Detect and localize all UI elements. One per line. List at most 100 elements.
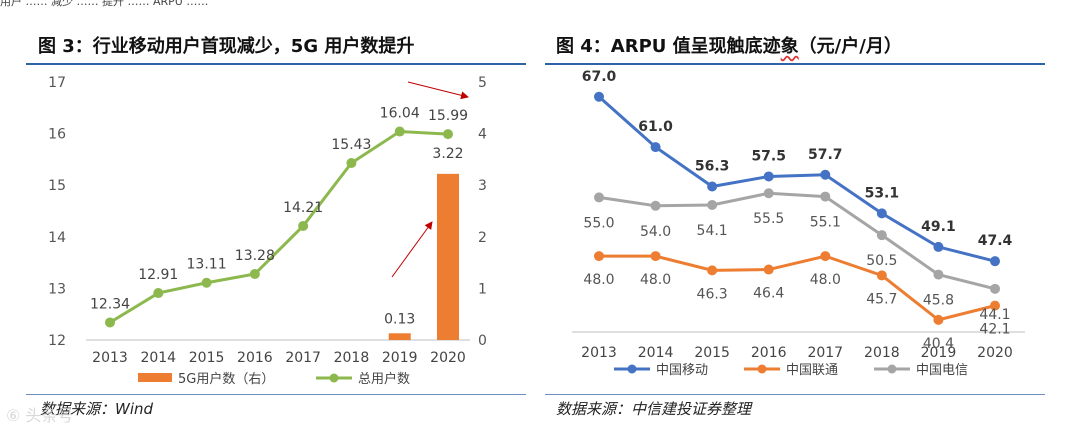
line-point-中国电信: [876, 230, 887, 241]
right-x-tick-label: 2014: [638, 345, 674, 361]
line-data-label: 45.7: [866, 291, 897, 307]
right-source: 数据来源：中信建投证券整理: [556, 400, 752, 418]
left-x-tick-label: 2020: [430, 350, 466, 366]
line-point-中国电信: [707, 199, 718, 210]
line-data-label: 14.21: [283, 200, 323, 216]
left-x-tick-label: 2015: [189, 350, 225, 366]
right-y-tick-label: 4: [478, 127, 487, 143]
line-data-label: 42.1: [979, 322, 1010, 338]
legend-swatch-5g: [138, 373, 172, 382]
line-data-label: 48.0: [640, 272, 671, 288]
right-y-tick-label: 2: [478, 230, 487, 246]
line-point-中国联通: [876, 270, 887, 281]
watermark: ⑥ 头条号: [6, 406, 74, 425]
line-data-label: 61.0: [638, 119, 673, 135]
line-data-label: 47.4: [978, 233, 1013, 249]
line-data-label: 48.0: [583, 272, 614, 288]
right-title-unit: （元/户/月）: [798, 36, 902, 57]
left-x-tick-label: 2018: [334, 350, 370, 366]
right-x-tick-label: 2015: [694, 345, 730, 361]
line-point-中国移动: [707, 181, 718, 192]
line-data-label: 44.1: [979, 307, 1010, 323]
line-data-label: 45.8: [923, 293, 954, 309]
line-point-中国移动: [763, 171, 774, 182]
line-point-total-users: [249, 268, 260, 279]
line-point-中国移动: [990, 256, 1000, 267]
line-data-label: 48.0: [810, 272, 841, 288]
line-point-中国联通: [763, 264, 774, 275]
legend-marker-中国移动: [627, 364, 637, 374]
legend-label-5g: 5G用户数（右）: [178, 371, 274, 387]
line-data-label: 54.0: [640, 224, 671, 240]
line-data-label: 50.5: [866, 253, 897, 269]
line-data-label: 12.91: [138, 267, 178, 283]
right-y-tick-label: 3: [478, 178, 487, 194]
line-point-中国移动: [876, 208, 887, 219]
annotation-arrow: [391, 221, 433, 278]
right-x-tick-label: 2016: [751, 345, 787, 361]
left-y-tick-label: 17: [48, 75, 66, 91]
line-point-中国移动: [933, 241, 944, 252]
line-中国移动: [598, 95, 996, 263]
right-x-tick-label: 2018: [864, 345, 900, 361]
right-title-wavy: 象: [780, 36, 799, 57]
line-中国联通: [599, 254, 996, 322]
line-data-label: 55.1: [810, 215, 841, 231]
legend-label-中国移动: 中国移动: [656, 363, 708, 378]
left-title-rule: [26, 63, 526, 65]
left-y-tick-label: 14: [48, 230, 66, 246]
line-data-label: 55.5: [753, 211, 784, 227]
line-point-中国联通: [933, 314, 944, 325]
line-data-label: 13.11: [187, 257, 227, 273]
right-y-tick-label: 5: [478, 75, 487, 91]
legend-label-中国电信: 中国电信: [916, 363, 968, 378]
line-point-total-users: [443, 129, 453, 140]
right-x-tick-label: 2019: [921, 345, 957, 361]
line-point-total-users: [394, 126, 405, 137]
line-point-中国联通: [650, 251, 661, 262]
left-x-tick-label: 2013: [92, 350, 128, 366]
right-title-rule: [545, 63, 1045, 65]
legend-marker-total: [329, 373, 339, 383]
line-point-中国联通: [594, 251, 604, 262]
left-y-tick-label: 13: [48, 281, 66, 297]
line-data-label: 13.28: [235, 248, 275, 264]
line-point-中国电信: [763, 188, 774, 199]
line-data-label: 56.3: [695, 159, 730, 175]
left-source: 数据来源：Wind: [40, 400, 154, 418]
legend-label-中国联通: 中国联通: [786, 363, 838, 378]
legend-marker-中国电信: [887, 364, 897, 374]
line-data-label: 12.34: [90, 296, 130, 312]
line-data-label: 15.99: [428, 108, 468, 124]
bar-data-label: 0.13: [384, 311, 415, 327]
line-point-total-users: [201, 277, 212, 288]
annotation-arrow: [407, 81, 469, 100]
left-x-tick-label: 2014: [140, 350, 176, 366]
line-point-中国联通: [990, 300, 1000, 311]
right-y-tick-label: 1: [478, 281, 487, 297]
bar-5g-users: [437, 173, 459, 340]
line-point-中国联通: [707, 265, 718, 276]
right-y-tick-label: 0: [478, 333, 487, 349]
line-data-label: 46.4: [753, 286, 784, 302]
left-bottom-rule: [26, 394, 526, 395]
line-point-中国移动: [650, 142, 661, 153]
line-data-label: 40.4: [923, 336, 954, 352]
line-total-users: [109, 130, 449, 324]
right-chart-title: 图 4：ARPU 值呈现触底迹象（元/户/月）: [556, 32, 902, 58]
line-data-label: 55.0: [583, 215, 614, 231]
left-x-tick-label: 2016: [237, 350, 273, 366]
line-point-total-users: [298, 220, 309, 231]
line-data-label: 57.7: [808, 147, 843, 163]
top-cropped-text: 用户 …… 减少 …… 提升 …… ARPU ……: [0, 0, 209, 8]
bar-5g-users: [388, 333, 411, 340]
left-x-tick-label: 2017: [285, 350, 321, 366]
line-data-label: 57.5: [751, 148, 786, 164]
line-point-total-users: [346, 158, 357, 169]
line-data-label: 15.43: [331, 137, 371, 153]
line-point-中国电信: [820, 191, 831, 202]
right-bottom-rule: [545, 394, 1045, 395]
line-point-中国联通: [820, 251, 831, 262]
line-point-中国电信: [933, 269, 944, 280]
